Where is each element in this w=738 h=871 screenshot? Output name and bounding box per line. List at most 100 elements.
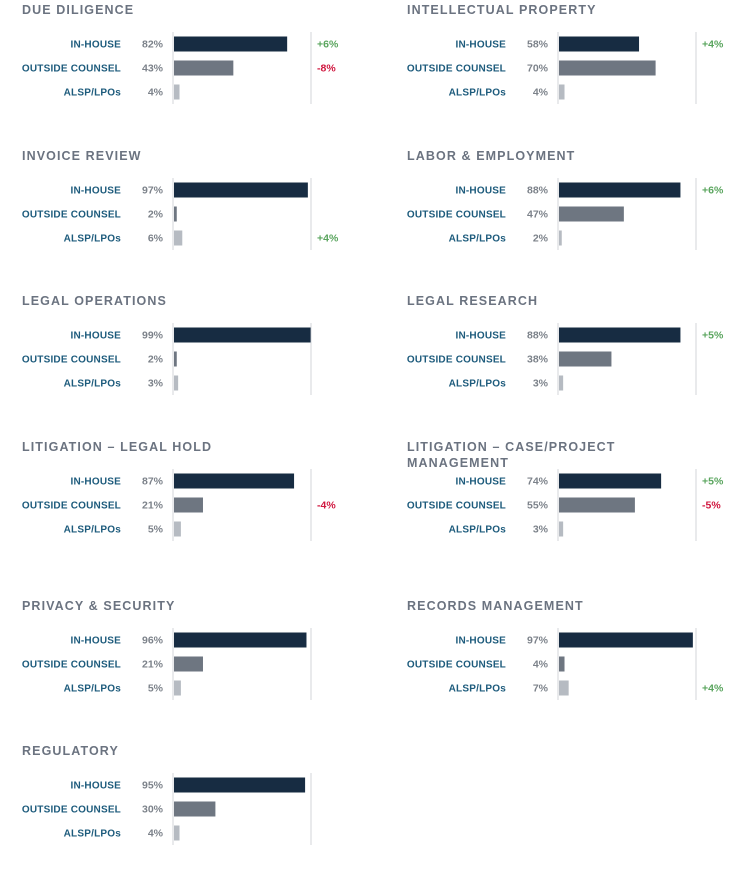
chart-panel: LEGAL OPERATIONS IN-HOUSE 99% OUTSIDE COUNS… (22, 291, 352, 421)
bar (174, 777, 306, 793)
change-label: -8% (317, 63, 336, 75)
bar (174, 60, 234, 76)
bar (559, 473, 662, 489)
change-label: +6% (702, 185, 724, 197)
value-label: 95% (142, 780, 164, 792)
value-label: 5% (148, 524, 164, 536)
category-label: ALSP/LPOs (64, 379, 122, 390)
value-label: 97% (142, 185, 164, 197)
category-label: IN-HOUSE (71, 40, 122, 51)
chart-panel: LITIGATION – LEGAL HOLD IN-HOUSE 87% OUTSID… (22, 437, 352, 567)
chart-title: REGULATORY (22, 743, 352, 759)
bar (559, 230, 562, 246)
value-label: 5% (148, 683, 164, 695)
chart-title: LITIGATION – LEGAL HOLD (22, 439, 352, 455)
bar (174, 825, 180, 841)
change-label: +4% (702, 39, 724, 51)
value-label: 21% (142, 500, 164, 512)
bar (174, 230, 183, 246)
value-label: 21% (142, 659, 164, 671)
value-label: 3% (533, 378, 549, 390)
category-label: IN-HOUSE (456, 331, 507, 342)
chart-title-line: LABOR & EMPLOYMENT (407, 149, 576, 163)
value-label: 47% (527, 209, 549, 221)
change-label: +4% (317, 233, 339, 245)
category-label: OUTSIDE COUNSEL (22, 355, 121, 366)
chart-title: LABOR & EMPLOYMENT (407, 148, 737, 164)
value-label: 43% (142, 63, 164, 75)
value-label: 96% (142, 635, 164, 647)
bar-chart: IN-HOUSE 95% OUTSIDE COUNSEL 30% ALSP/LPOs 4% (22, 773, 312, 845)
category-label: IN-HOUSE (456, 636, 507, 647)
bar (174, 656, 203, 672)
chart-panel: INVOICE REVIEW IN-HOUSE 97% OUTSIDE COUNSEL… (22, 146, 352, 276)
bar (559, 327, 681, 343)
bar-chart: IN-HOUSE 97% OUTSIDE COUNSEL 2% ALSP/LPOs 6% +… (22, 178, 339, 250)
category-label: OUTSIDE COUNSEL (407, 660, 506, 671)
chart-title: INVOICE REVIEW (22, 148, 352, 164)
value-label: 88% (527, 185, 549, 197)
category-label: ALSP/LPOs (64, 829, 122, 840)
value-label: 38% (527, 354, 549, 366)
bar-chart: IN-HOUSE 99% OUTSIDE COUNSEL 2% ALSP/LPOs 3% (22, 323, 312, 395)
bar (174, 36, 288, 52)
value-label: 97% (527, 635, 549, 647)
bar (559, 521, 564, 537)
change-label: -4% (317, 500, 336, 512)
bar (559, 351, 612, 367)
value-label: 4% (148, 87, 164, 99)
bar-chart: IN-HOUSE 96% OUTSIDE COUNSEL 21% ALSP/LPOs 5% (22, 628, 312, 700)
value-label: 70% (527, 63, 549, 75)
chart-title: LEGAL OPERATIONS (22, 293, 352, 309)
bar (174, 206, 177, 222)
change-label: +6% (317, 39, 339, 51)
value-label: 55% (527, 500, 549, 512)
value-label: 4% (533, 659, 549, 671)
value-label: 3% (148, 378, 164, 390)
value-label: 58% (527, 39, 549, 51)
bar-chart: IN-HOUSE 88% +5% OUTSIDE COUNSEL 38% ALSP/LPO… (407, 323, 724, 395)
category-label: OUTSIDE COUNSEL (22, 64, 121, 75)
chart-title: DUE DILIGENCE (22, 2, 352, 18)
category-label: ALSP/LPOs (449, 525, 507, 536)
chart-panel: INTELLECTUAL PROPERTY IN-HOUSE 58% +4% OUTSI… (407, 0, 737, 130)
value-label: 99% (142, 330, 164, 342)
bar (174, 680, 181, 696)
category-label: IN-HOUSE (71, 636, 122, 647)
value-label: 7% (533, 683, 549, 695)
category-label: IN-HOUSE (71, 331, 122, 342)
bar-chart: IN-HOUSE 88% +6% OUTSIDE COUNSEL 47% ALSP/LPO… (407, 178, 724, 250)
category-label: OUTSIDE COUNSEL (22, 660, 121, 671)
category-label: ALSP/LPOs (64, 234, 122, 245)
bar (559, 656, 565, 672)
category-label: IN-HOUSE (456, 477, 507, 488)
value-label: 2% (148, 354, 164, 366)
category-label: ALSP/LPOs (449, 88, 507, 99)
value-label: 6% (148, 233, 164, 245)
category-label: OUTSIDE COUNSEL (407, 501, 506, 512)
chart-panel: PRIVACY & SECURITY IN-HOUSE 96% OUTSIDE COU… (22, 596, 352, 726)
bar (559, 680, 569, 696)
value-label: 4% (533, 87, 549, 99)
chart-panel: LABOR & EMPLOYMENT IN-HOUSE 88% +6% OUTSIDE … (407, 146, 737, 276)
change-label: -5% (702, 500, 721, 512)
value-label: 88% (527, 330, 549, 342)
chart-title-line: LEGAL RESEARCH (407, 294, 539, 308)
chart-title: RECORDS MANAGEMENT (407, 598, 737, 614)
chart-title-line: MANAGEMENT (407, 456, 509, 470)
bar (174, 375, 179, 391)
value-label: 74% (527, 476, 549, 488)
chart-title: LITIGATION – CASE/PROJECT MANAGEMENT (407, 439, 737, 471)
bar (559, 36, 640, 52)
bar-chart: IN-HOUSE 97% OUTSIDE COUNSEL 4% ALSP/LPOs 7% +… (407, 628, 724, 700)
chart-title-line: INVOICE REVIEW (22, 149, 142, 163)
chart-title: PRIVACY & SECURITY (22, 598, 352, 614)
category-label: ALSP/LPOs (449, 684, 507, 695)
chart-panel: REGULATORY IN-HOUSE 95% OUTSIDE COUNSEL 30% A… (22, 741, 352, 871)
chart-panel: LEGAL RESEARCH IN-HOUSE 88% +5% OUTSIDE COUN… (407, 291, 737, 421)
category-label: IN-HOUSE (71, 186, 122, 197)
value-label: 2% (148, 209, 164, 221)
category-label: IN-HOUSE (71, 781, 122, 792)
change-label: +5% (702, 330, 724, 342)
bar (559, 60, 656, 76)
